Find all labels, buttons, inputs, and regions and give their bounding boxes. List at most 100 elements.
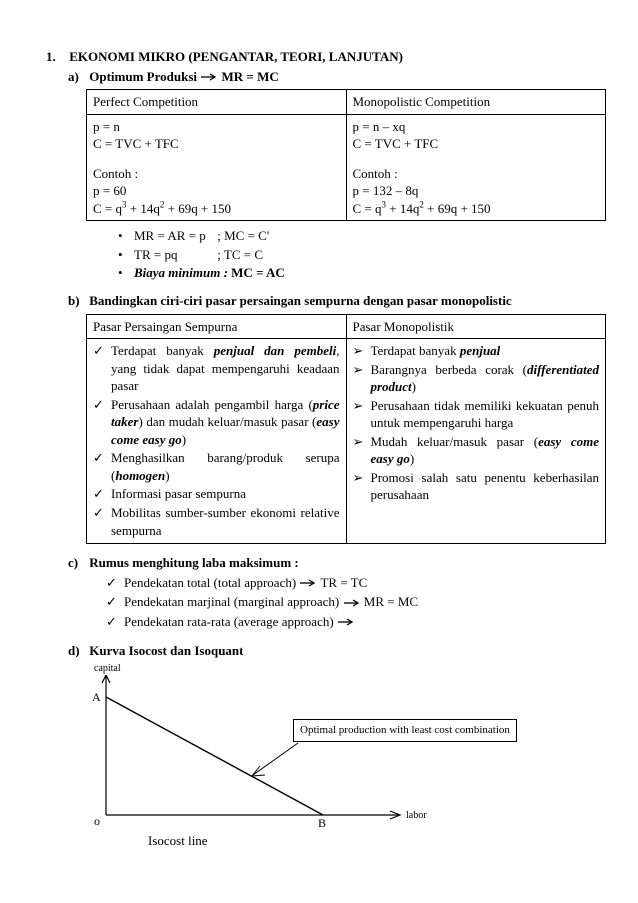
cell-line: C = q3 + 14q2 + 69q + 150: [353, 200, 600, 218]
t: ): [165, 468, 169, 483]
item-text: Promosi salah satu penentu keberhasilan …: [371, 469, 600, 504]
section-a-title: Optimum Produksi MR = MC: [89, 69, 279, 84]
bullet-text: Biaya minimum : MC = AC: [134, 264, 285, 282]
arrow-right-icon: [299, 579, 317, 588]
item-text: Mobilitas sumber-sumber ekonomi relative…: [111, 504, 340, 539]
t: MR = MC: [361, 594, 419, 609]
list-item: ✓ Mobilitas sumber-sumber ekonomi relati…: [93, 504, 340, 539]
cell-line: C = TVC + TFC: [93, 135, 340, 153]
isocost-label: Isocost line: [148, 832, 596, 850]
cell-line: C = TVC + TFC: [353, 135, 600, 153]
section-d-letter: d): [68, 642, 86, 660]
t: ): [412, 379, 416, 394]
table-b: Pasar Persaingan Sempurna Pasar Monopoli…: [86, 314, 606, 545]
bullet-text: MR = AR = p ; MC = C': [134, 227, 269, 245]
cell-line: Contoh :: [93, 165, 340, 183]
bullet-part-bold: MC = AC: [228, 265, 285, 280]
chart-svg: [88, 675, 608, 830]
section-c-title: Rumus menghitung laba maksimum :: [89, 555, 299, 570]
cell-line: Contoh :: [353, 165, 600, 183]
check-icon: ✓: [106, 593, 124, 611]
list-item: ✓ Pendekatan marjinal (marginal approach…: [106, 593, 596, 611]
bullet-item: • MR = AR = p ; MC = C': [118, 227, 596, 245]
check-icon: ✓: [93, 449, 111, 467]
check-icon: ✓: [106, 613, 124, 631]
heading-title: EKONOMI MIKRO (PENGANTAR, TEORI, LANJUTA…: [69, 49, 403, 64]
bullet-dot-icon: •: [118, 227, 134, 245]
list-item: ✓ Pendekatan rata-rata (average approach…: [106, 613, 596, 631]
list-item: ➢ Terdapat banyak penjual: [353, 342, 600, 360]
section-c-list: ✓ Pendekatan total (total approach) TR =…: [106, 574, 596, 631]
t: homogen: [115, 468, 165, 483]
table-a-cell-right: p = n – xq C = TVC + TFC Contoh : p = 13…: [346, 114, 606, 221]
t: Terdapat banyak: [111, 343, 214, 358]
table-a-cell-left: p = n C = TVC + TFC Contoh : p = 60 C = …: [87, 114, 347, 221]
x-axis-label: labor: [406, 809, 427, 823]
check-icon: ✓: [106, 574, 124, 592]
table-a-head-right: Monopolistic Competition: [346, 90, 606, 115]
t: Terdapat banyak: [371, 343, 460, 358]
heading-number: 1.: [46, 48, 66, 66]
list-item: ✓ Pendekatan total (total approach) TR =…: [106, 574, 596, 592]
table-b-head-left: Pasar Persaingan Sempurna: [87, 314, 347, 339]
t: penjual: [460, 343, 500, 358]
t: penjual dan pembeli: [214, 343, 337, 358]
list-item: ✓ Menghasilkan barang/produk serupa (hom…: [93, 449, 340, 484]
y-axis-label: capital: [94, 662, 596, 676]
arrow-right-icon: [343, 599, 361, 608]
list-item: ➢ Promosi salah satu penentu keberhasila…: [353, 469, 600, 504]
chevron-right-icon: ➢: [353, 469, 371, 487]
table-b-head-right: Pasar Monopolistik: [346, 314, 606, 339]
t: Barangnya berbeda corak (: [371, 362, 528, 377]
point-b-label: B: [318, 815, 326, 831]
check-icon: ✓: [93, 342, 111, 360]
chevron-right-icon: ➢: [353, 342, 371, 360]
list-item: ✓ Perusahaan adalah pengambil harga (pri…: [93, 396, 340, 449]
table-b-cell-right: ➢ Terdapat banyak penjual ➢ Barangnya be…: [346, 339, 606, 544]
section-a-letter: a): [68, 68, 86, 86]
chevron-right-icon: ➢: [353, 397, 371, 415]
t: ): [182, 432, 186, 447]
list-item: ✓ Terdapat banyak penjual dan pembeli, y…: [93, 342, 340, 395]
list-item: ➢ Perusahaan tidak memiliki kekuatan pen…: [353, 397, 600, 432]
bullet-item: • TR = pq ; TC = C: [118, 246, 596, 264]
t: Mudah keluar/masuk pasar (: [371, 434, 539, 449]
item-text: Terdapat banyak penjual dan pembeli, yan…: [111, 342, 340, 395]
bullet-part: TR = pq: [134, 246, 214, 264]
section-a: a) Optimum Produksi MR = MC: [68, 68, 596, 86]
section-d: d) Kurva Isocost dan Isoquant: [68, 642, 596, 660]
list-item: ➢ Barangnya berbeda corak (differentiate…: [353, 361, 600, 396]
item-text: Mudah keluar/masuk pasar (easy come easy…: [371, 433, 600, 468]
cell-line: p = n – xq: [353, 118, 600, 136]
bullet-item: • Biaya minimum : MC = AC: [118, 264, 596, 282]
section-b-title: Bandingkan ciri-ciri pasar persaingan se…: [89, 293, 511, 308]
t: ) dan mudah keluar/masuk pasar (: [138, 414, 316, 429]
item-text: Pendekatan marjinal (marginal approach) …: [124, 593, 418, 611]
section-a-title-post: MR = MC: [218, 69, 278, 84]
list-item: ➢ Mudah keluar/masuk pasar (easy come ea…: [353, 433, 600, 468]
section-b-letter: b): [68, 292, 86, 310]
check-icon: ✓: [93, 485, 111, 503]
t: Pendekatan total (total approach): [124, 575, 299, 590]
table-b-cell-left: ✓ Terdapat banyak penjual dan pembeli, y…: [87, 339, 347, 544]
item-text: Pendekatan total (total approach) TR = T…: [124, 574, 367, 592]
item-text: Perusahaan tidak memiliki kekuatan penuh…: [371, 397, 600, 432]
cell-line: p = n: [93, 118, 340, 136]
item-text: Informasi pasar sempurna: [111, 485, 340, 503]
bullet-part: MR = AR = p: [134, 227, 214, 245]
section-d-title: Kurva Isocost dan Isoquant: [89, 643, 243, 658]
t: Pendekatan rata-rata (average approach): [124, 614, 337, 629]
bullet-part: ; MC = C': [217, 228, 269, 243]
point-o-label: o: [94, 813, 100, 829]
section-c-letter: c): [68, 554, 86, 572]
table-a-head-left: Perfect Competition: [87, 90, 347, 115]
arrow-right-icon: [337, 618, 355, 627]
check-icon: ✓: [93, 504, 111, 522]
section-a-bullets: • MR = AR = p ; MC = C' • TR = pq ; TC =…: [118, 227, 596, 282]
bullet-part: ; TC = C: [217, 247, 263, 262]
t: Pendekatan marjinal (marginal approach): [124, 594, 343, 609]
bullet-part-bold: Biaya minimum :: [134, 265, 228, 280]
t: TR = TC: [317, 575, 367, 590]
table-a: Perfect Competition Monopolistic Competi…: [86, 89, 606, 221]
cell-line: p = 132 – 8q: [353, 182, 600, 200]
